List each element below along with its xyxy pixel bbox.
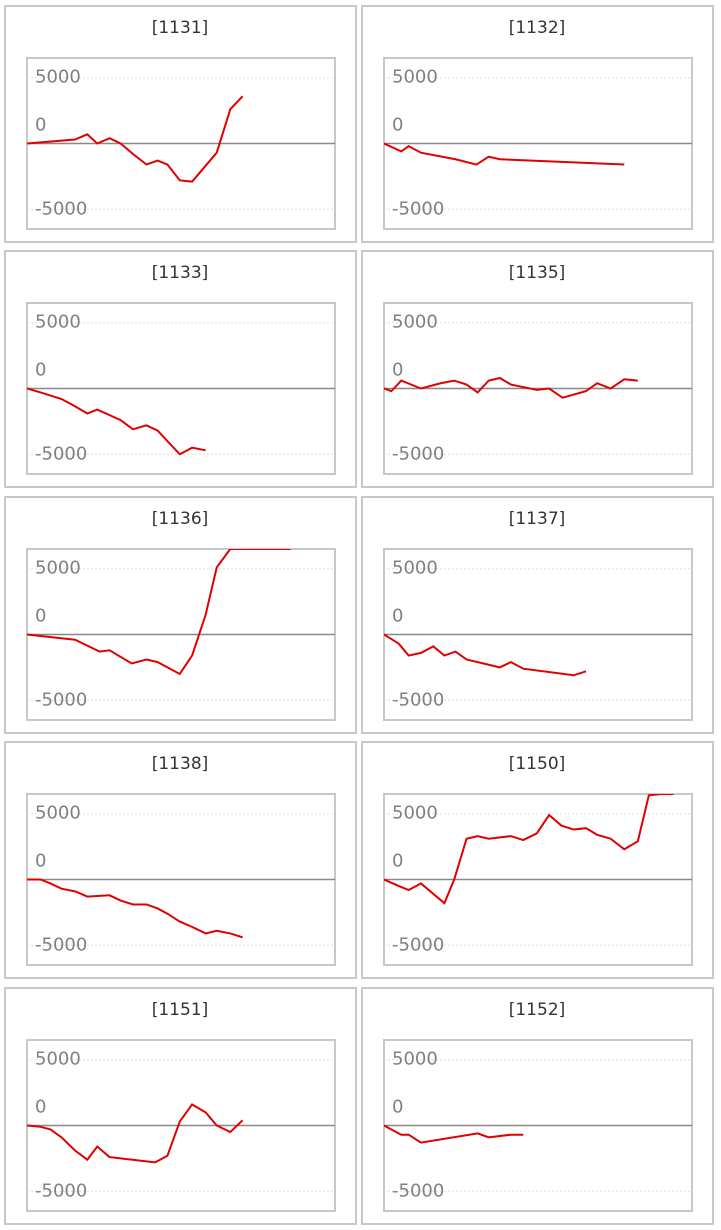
chart-panel: [1131] -5000 0 5000: [4, 5, 357, 243]
y-tick-label: 5000: [35, 558, 81, 579]
chart-panel: [1133] -5000 0 5000: [4, 250, 357, 488]
y-tick-label: -5000: [35, 934, 87, 955]
data-line: [384, 633, 587, 677]
y-tick-label: 0: [35, 360, 46, 381]
data-line: [27, 95, 244, 183]
chart-panel: [1150] -5000 0 5000: [361, 741, 714, 979]
chart-title: [1151]: [152, 1000, 209, 1020]
data-line: [384, 1124, 524, 1144]
y-tick-label: 0: [392, 360, 403, 381]
y-tick-label: 0: [35, 115, 46, 136]
chart-panel: [1132] -5000 0 5000: [361, 5, 714, 243]
y-tick-label: -5000: [35, 443, 87, 464]
y-tick-label: -5000: [392, 198, 444, 219]
chart-panel: [1137] -5000 0 5000: [361, 496, 714, 734]
y-tick-label: 0: [392, 606, 403, 627]
data-line: [384, 794, 674, 905]
chart-title: [1133]: [152, 263, 209, 283]
chart-panel: [1152] -5000 0 5000: [361, 987, 714, 1225]
y-tick-label: -5000: [35, 198, 87, 219]
y-tick-label: 5000: [392, 803, 438, 824]
y-tick-label: 0: [35, 1097, 46, 1118]
data-line: [27, 878, 243, 939]
chart-title: [1152]: [509, 1000, 566, 1020]
chart-title: [1136]: [152, 509, 209, 529]
y-tick-label: -5000: [392, 1180, 444, 1201]
y-tick-label: 0: [35, 851, 46, 872]
data-line: [27, 549, 291, 676]
chart-title: [1132]: [509, 18, 566, 38]
y-tick-label: 0: [35, 606, 46, 627]
chart-panel: [1135] -5000 0 5000: [361, 250, 714, 488]
y-tick-label: -5000: [35, 1180, 87, 1201]
chart-title: [1138]: [152, 754, 209, 774]
y-tick-label: 5000: [35, 312, 81, 333]
y-tick-label: 5000: [35, 803, 81, 824]
data-line: [384, 376, 638, 399]
chart-panel: [1151] -5000 0 5000: [4, 987, 357, 1225]
y-tick-label: 5000: [392, 1049, 438, 1070]
chart-title: [1135]: [509, 263, 566, 283]
y-tick-label: -5000: [392, 934, 444, 955]
chart-title: [1137]: [509, 509, 566, 529]
y-tick-label: 5000: [35, 1049, 81, 1070]
y-tick-label: -5000: [35, 689, 87, 710]
y-tick-label: 5000: [35, 67, 81, 88]
data-line: [27, 1103, 244, 1164]
chart-title: [1150]: [509, 754, 566, 774]
y-tick-label: 0: [392, 851, 403, 872]
chart-title: [1131]: [152, 18, 209, 38]
data-line: [384, 142, 625, 166]
y-tick-label: -5000: [392, 689, 444, 710]
y-tick-label: -5000: [392, 443, 444, 464]
chart-panel: [1136] -5000 0 5000: [4, 496, 357, 734]
y-tick-label: 0: [392, 115, 403, 136]
chart-panel: [1138] -5000 0 5000: [4, 741, 357, 979]
y-tick-label: 5000: [392, 67, 438, 88]
y-tick-label: 5000: [392, 558, 438, 579]
y-tick-label: 5000: [392, 312, 438, 333]
data-line: [27, 387, 206, 456]
y-tick-label: 0: [392, 1097, 403, 1118]
